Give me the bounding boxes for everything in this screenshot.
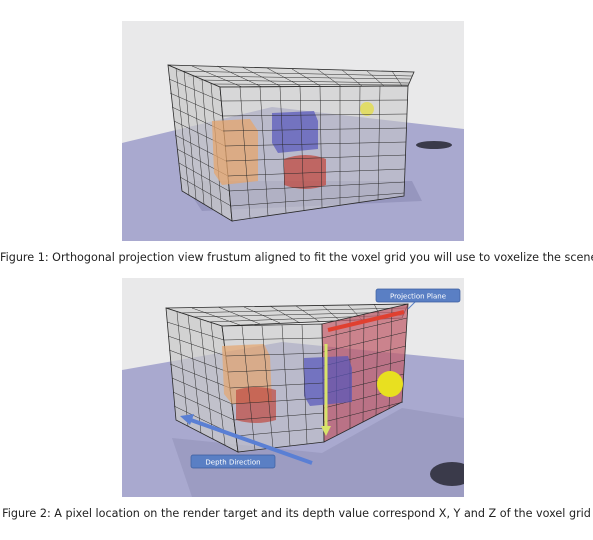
orange-box xyxy=(212,119,258,185)
red-cylinder xyxy=(284,155,326,189)
projection-plane-label: Projection Plane xyxy=(390,293,446,301)
blue-box xyxy=(304,356,352,406)
sphere-shadow xyxy=(416,141,452,149)
voxel-grid-top-lines xyxy=(176,65,413,88)
depth-direction-arrow xyxy=(187,417,313,465)
grid-shadow xyxy=(172,408,464,497)
figure-2-caption: Figure 2: A pixel location on the render… xyxy=(2,507,591,520)
voxel-grid-front-lines xyxy=(220,85,409,219)
red-cylinder xyxy=(236,387,276,423)
y-axis-arrowhead xyxy=(321,426,331,436)
figure-1 xyxy=(122,21,464,241)
projection-plane-callout xyxy=(375,288,461,303)
figure-1-image xyxy=(122,21,464,241)
yellow-sphere xyxy=(377,371,403,397)
blue-box xyxy=(272,111,318,153)
figure-2: Projection Plane Depth Direction xyxy=(122,278,474,497)
depth-direction-arrowhead xyxy=(180,414,194,425)
x-axis-arrow xyxy=(327,310,405,332)
yellow-sphere xyxy=(360,102,374,116)
figure-2-image: Projection Plane Depth Direction xyxy=(122,278,474,497)
voxel-grid-front-lines xyxy=(223,324,325,451)
sphere-shadow xyxy=(430,462,474,486)
depth-direction-label: Depth Direction xyxy=(205,459,260,467)
figure-1-caption: Figure 1: Orthogonal projection view fru… xyxy=(0,251,593,264)
depth-direction-callout xyxy=(190,454,276,469)
